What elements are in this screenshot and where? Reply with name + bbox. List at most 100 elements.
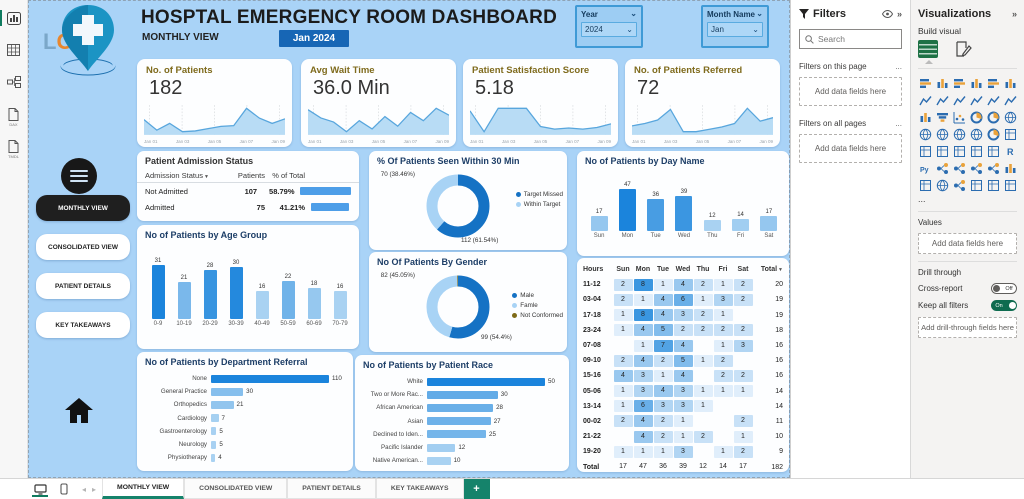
heatmap-cell[interactable]: 2 bbox=[673, 324, 693, 337]
card-icon[interactable] bbox=[1003, 128, 1017, 141]
heatmap-cell[interactable]: 4 bbox=[633, 415, 653, 428]
heatmap-cell[interactable]: 2 bbox=[693, 430, 713, 443]
filter-field-well[interactable]: Add data fields here bbox=[799, 77, 902, 106]
heatmap-cell[interactable]: 6 bbox=[633, 400, 653, 413]
heatmap-cell[interactable]: 1 bbox=[613, 309, 633, 322]
qa-visual-icon[interactable] bbox=[969, 162, 983, 175]
line-and-clustered-column-chart-icon[interactable] bbox=[986, 94, 1000, 107]
heatmap-cell[interactable]: 1 bbox=[653, 445, 673, 458]
horizontal-bar[interactable] bbox=[427, 403, 494, 412]
horizontal-bar[interactable] bbox=[211, 440, 217, 449]
tab-key-takeaways[interactable]: KEY TAKEAWAYS bbox=[375, 479, 464, 499]
heatmap-cell[interactable]: 1 bbox=[733, 385, 753, 398]
heatmap-cell[interactable]: 3 bbox=[633, 369, 653, 382]
legend-item[interactable]: Within Target bbox=[515, 201, 563, 208]
kpi-card-4[interactable]: No. of Patients Referred 72 Jan 01 Jan 03… bbox=[625, 59, 780, 147]
table-view-icon[interactable] bbox=[5, 42, 23, 58]
new-page-button[interactable]: + bbox=[463, 479, 490, 499]
heatmap-cell[interactable]: 1 bbox=[713, 445, 733, 458]
smart-narrative-icon[interactable] bbox=[986, 162, 1000, 175]
drill-through-field-well[interactable]: Add drill-through fields here bbox=[918, 317, 1017, 338]
clustered-column-chart-icon[interactable] bbox=[969, 77, 983, 90]
heatmap-cell[interactable] bbox=[694, 446, 713, 458]
heatmap-cell[interactable] bbox=[694, 415, 713, 427]
arcgis-map-icon[interactable] bbox=[935, 179, 949, 192]
heatmap-cell[interactable]: 1 bbox=[713, 385, 733, 398]
tmdl-view-icon[interactable]: TMDL bbox=[5, 138, 23, 159]
heatmap-cell[interactable]: 1 bbox=[633, 293, 653, 306]
chevron-down-icon[interactable]: ⌄ bbox=[756, 9, 763, 18]
text-box-icon[interactable] bbox=[969, 179, 983, 192]
eye-icon[interactable] bbox=[881, 10, 893, 18]
heatmap-cell[interactable]: 1 bbox=[613, 445, 633, 458]
pie-chart-icon[interactable] bbox=[969, 111, 983, 124]
year-slicer[interactable]: Year ⌄ 2024 ⌄ bbox=[575, 5, 643, 48]
heatmap-cell[interactable]: 7 bbox=[653, 339, 673, 352]
heatmap-cell[interactable]: 5 bbox=[653, 324, 673, 337]
donut-slice[interactable] bbox=[426, 275, 490, 339]
heatmap-cell[interactable]: 5 bbox=[673, 354, 693, 367]
kpi-icon[interactable] bbox=[935, 145, 949, 158]
hourly-heatmap-table[interactable]: Hours Sun Mon Tue Wed Thu Fri Sat Total▼ 11-12 2 8 1… bbox=[577, 258, 789, 472]
heatmap-cell[interactable]: 3 bbox=[673, 385, 693, 398]
day-name-chart[interactable]: No of Patients by Day Name 17 Sun 47 Mon 36 T… bbox=[577, 151, 789, 256]
sidebar-item-patient-details[interactable]: PATIENT DETAILS bbox=[36, 273, 130, 299]
next-page-icon[interactable]: ▸ bbox=[92, 484, 97, 494]
legend-item[interactable]: Male bbox=[512, 292, 563, 299]
heatmap-cell[interactable]: 4 bbox=[633, 430, 653, 443]
heatmap-cell[interactable]: 3 bbox=[713, 293, 733, 306]
heatmap-cell[interactable]: 4 bbox=[613, 369, 633, 382]
heatmap-cell[interactable]: 2 bbox=[713, 324, 733, 337]
slicer-icon[interactable] bbox=[952, 145, 966, 158]
heatmap-cell[interactable] bbox=[694, 370, 713, 382]
heatmap-cell[interactable]: 1 bbox=[693, 385, 713, 398]
horizontal-bar[interactable] bbox=[427, 443, 456, 452]
collapse-pane-icon[interactable]: » bbox=[1011, 9, 1017, 19]
heatmap-cell[interactable]: 1 bbox=[713, 339, 733, 352]
heatmap-cell[interactable]: 1 bbox=[693, 400, 713, 413]
heatmap-cell[interactable]: 2 bbox=[733, 293, 753, 306]
heatmap-cell[interactable] bbox=[614, 431, 633, 443]
heatmap-cell[interactable]: 1 bbox=[613, 324, 633, 337]
heatmap-cell[interactable]: 2 bbox=[613, 278, 633, 291]
heatmap-cell[interactable]: 4 bbox=[633, 324, 653, 337]
clustered-bar-chart-icon[interactable] bbox=[952, 77, 966, 90]
heatmap-cell[interactable]: 3 bbox=[733, 339, 753, 352]
heatmap-cell[interactable] bbox=[694, 340, 713, 352]
column-bar[interactable] bbox=[647, 198, 665, 231]
values-field-well[interactable]: Add data fields here bbox=[918, 233, 1017, 254]
heatmap-cell[interactable]: 1 bbox=[693, 293, 713, 306]
heatmap-header[interactable]: Hours Sun Mon Tue Wed Thu Fri Sat Total▼ bbox=[583, 265, 783, 274]
legend-item[interactable]: Target Missed bbox=[515, 191, 563, 198]
heatmap-cell[interactable]: 6 bbox=[673, 293, 693, 306]
heatmap-cell[interactable] bbox=[734, 309, 753, 321]
heatmap-cell[interactable]: 4 bbox=[653, 293, 673, 306]
tab-consolidated-view[interactable]: CONSOLIDATED VIEW bbox=[184, 479, 288, 499]
column-bar[interactable] bbox=[590, 215, 608, 231]
heatmap-cell[interactable]: 2 bbox=[693, 324, 713, 337]
donut-chart-icon[interactable] bbox=[986, 111, 1000, 124]
gender-chart[interactable]: No Of Patients By Gender 82 (45.05%) 99 … bbox=[369, 252, 567, 352]
heatmap-cell[interactable] bbox=[714, 400, 733, 412]
tab-monthly-view[interactable]: MONTHLY VIEW bbox=[102, 479, 185, 499]
horizontal-bar[interactable] bbox=[211, 400, 234, 409]
heatmap-cell[interactable]: 2 bbox=[713, 369, 733, 382]
heatmap-cell[interactable]: 2 bbox=[713, 354, 733, 367]
column-bar[interactable] bbox=[281, 280, 295, 319]
gauge-icon[interactable] bbox=[986, 128, 1000, 141]
cross-report-toggle[interactable]: Off bbox=[991, 283, 1017, 294]
heatmap-cell[interactable] bbox=[734, 355, 753, 367]
heatmap-cell[interactable]: 1 bbox=[733, 430, 753, 443]
tab-patient-details[interactable]: PATIENT DETAILS bbox=[287, 479, 376, 499]
stacked-area-chart-icon[interactable] bbox=[952, 94, 966, 107]
column-bar[interactable] bbox=[229, 266, 243, 319]
column-bar[interactable] bbox=[732, 218, 750, 231]
horizontal-bar[interactable] bbox=[211, 387, 244, 396]
heatmap-cell[interactable]: 2 bbox=[653, 354, 673, 367]
table-header[interactable]: Admission Status▼ Patients % of Total bbox=[137, 168, 359, 183]
column-bar[interactable] bbox=[203, 270, 217, 319]
horizontal-bar[interactable] bbox=[427, 456, 451, 465]
model-view-icon[interactable] bbox=[5, 74, 23, 90]
heatmap-cell[interactable]: 2 bbox=[613, 354, 633, 367]
area-chart-icon[interactable] bbox=[935, 94, 949, 107]
